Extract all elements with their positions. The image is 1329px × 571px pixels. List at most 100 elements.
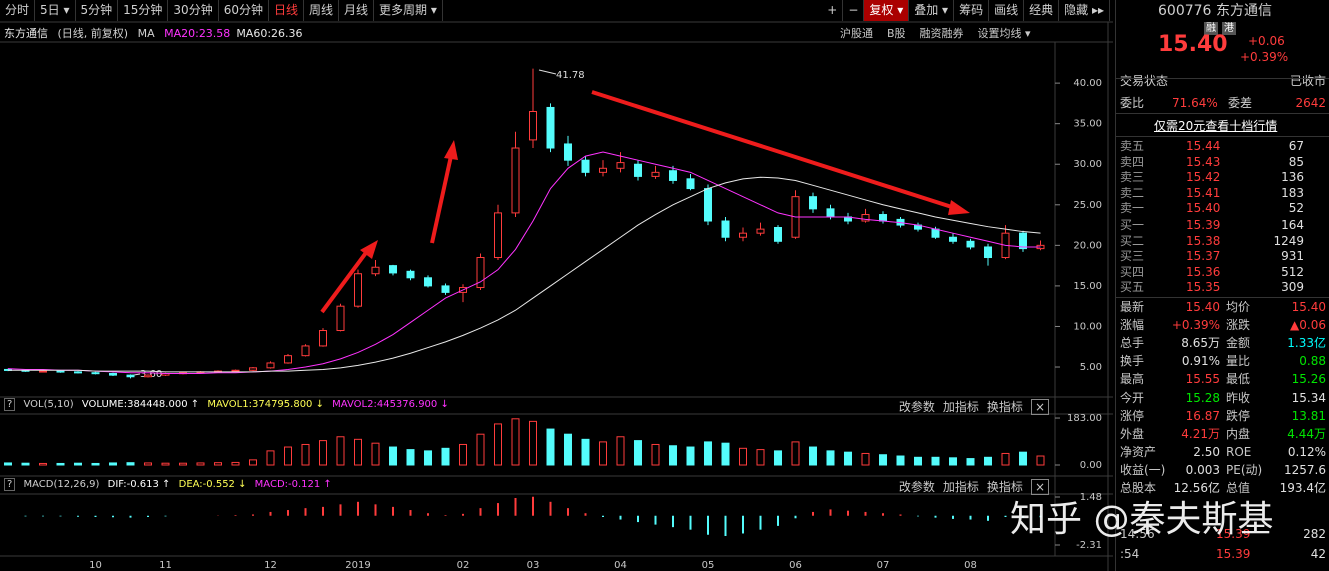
toolbar-button[interactable]: 分时: [0, 0, 36, 21]
stat-value: 15.55: [1185, 372, 1220, 387]
price: 15.36: [1186, 264, 1221, 279]
panel-close[interactable]: ×: [1030, 479, 1049, 495]
candle-body: [336, 305, 345, 332]
toolbar-button[interactable]: +: [822, 0, 844, 21]
toolbar-button[interactable]: 叠加 ▾: [909, 0, 955, 21]
toolbar-button[interactable]: 周线: [304, 0, 340, 21]
candle-body: [581, 159, 590, 173]
annotation-leader: [538, 69, 557, 75]
ma-label: MA: [137, 27, 155, 40]
toolbar-button[interactable]: 复权 ▾: [864, 0, 910, 21]
toolbar-button[interactable]: 5日 ▾: [35, 0, 76, 21]
order-row: 卖四 15.43 85: [1116, 155, 1329, 170]
panel-button[interactable]: 换指标: [986, 400, 1023, 414]
tick-cell: 42: [1310, 547, 1326, 561]
volume-title: VOL(5,10): [23, 399, 74, 410]
change-pct: +0.39%: [1240, 50, 1289, 64]
panel-close[interactable]: ×: [1030, 399, 1049, 415]
value: 已收市: [1289, 74, 1326, 88]
macd-buttons: 改参数 加指标 换指标 ×: [891, 478, 1049, 495]
y-tick-label: 40.00: [1073, 78, 1102, 89]
volume-bar: [634, 440, 642, 466]
candle-body: [406, 270, 415, 279]
chart-link[interactable]: 设置均线 ▾: [977, 27, 1031, 40]
stat-value: 0.88: [1299, 354, 1326, 369]
panel-button[interactable]: 换指标: [986, 480, 1023, 494]
status-row: 交易状态 已收市: [1116, 72, 1329, 90]
chart-link[interactable]: 融资融券: [919, 27, 964, 40]
toolbar-button[interactable]: 30分钟: [168, 0, 219, 21]
promo-row: 仅需20元查看十档行情: [1116, 117, 1329, 135]
toolbar-button[interactable]: 筹码: [954, 0, 990, 21]
panel-button[interactable]: 改参数: [898, 480, 935, 494]
order-row: 卖三 15.42 136: [1116, 170, 1329, 185]
panel-button[interactable]: 加指标: [942, 480, 979, 494]
divider: [1116, 297, 1329, 298]
candle-body: [651, 171, 660, 177]
toolbar-button[interactable]: 月线: [339, 0, 375, 21]
volume-bar: [441, 447, 450, 466]
toolbar-button[interactable]: 日线: [269, 0, 304, 21]
stat-value: 193.4亿: [1279, 481, 1326, 495]
toolbar-left: 分时 5日 ▾ 5分钟 15分钟 30分钟 60分钟 日线 周线 月线 更多周期 ▾: [0, 0, 443, 22]
volume-bar: [179, 462, 187, 466]
stock-name: 东方通信: [4, 27, 48, 40]
toolbar-button[interactable]: 15分钟: [118, 0, 169, 21]
stat-row: 外盘 4.21万 内盘 4.44万: [1116, 425, 1329, 443]
stat-label: 最低: [1226, 372, 1251, 387]
stat-label: 最高: [1120, 372, 1145, 387]
candle-body: [1019, 232, 1027, 250]
volume: 931: [1281, 249, 1304, 264]
candle-body: [739, 232, 747, 238]
tick-row: :54 15.39 42: [1116, 545, 1329, 563]
toolbar-button[interactable]: 经典: [1024, 0, 1060, 21]
volume-bar: [529, 420, 537, 466]
price: 15.41: [1186, 185, 1221, 200]
panel-button[interactable]: 加指标: [942, 400, 979, 414]
stat-value: 15.26: [1291, 372, 1326, 387]
help-icon[interactable]: ?: [4, 398, 16, 411]
candle-body: [389, 265, 397, 274]
volume-bar: [336, 436, 345, 466]
stat-label: 均价: [1226, 300, 1251, 314]
candle-body: [476, 257, 485, 289]
volume-bar: [809, 446, 817, 466]
volume-bar: [774, 450, 782, 466]
candle-body: [424, 277, 432, 287]
volume-bar: [721, 442, 730, 466]
label: 买二: [1120, 233, 1145, 248]
stat-label: 最新: [1120, 300, 1145, 314]
ratio-row: 委比 71.64% 委差 2642: [1116, 94, 1329, 112]
stat-label: 跌停: [1226, 408, 1251, 423]
promo-link[interactable]: 仅需20元查看十档行情: [1154, 119, 1278, 133]
chart-link[interactable]: 沪股通: [840, 27, 873, 40]
toolbar-button[interactable]: 隐藏 ▸▸: [1059, 0, 1110, 21]
help-icon[interactable]: ?: [4, 478, 16, 491]
stat-label: 量比: [1226, 354, 1251, 369]
toolbar-button[interactable]: 60分钟: [219, 0, 269, 21]
candle-body: [826, 208, 835, 218]
volume-bar: [581, 438, 590, 466]
volume-bar: [826, 450, 835, 466]
stat-row: 总股本 12.56亿 总值 193.4亿: [1116, 479, 1329, 497]
divider: [1116, 78, 1329, 79]
toolbar-button[interactable]: −: [843, 0, 865, 21]
volume: 52: [1288, 201, 1304, 216]
chart-link[interactable]: B股: [887, 27, 906, 40]
volume-bar: [476, 433, 485, 466]
candle-body: [144, 374, 152, 378]
y-tick-label: 1.48: [1080, 492, 1102, 503]
stat-label: 总值: [1226, 481, 1251, 495]
volume-bar: [126, 462, 135, 466]
ma-legend-item: MA20:23.58: [164, 27, 231, 40]
toolbar-button[interactable]: 画线: [989, 0, 1025, 21]
order-row: 卖二 15.41 183: [1116, 186, 1329, 201]
toolbar-button[interactable]: 更多周期 ▾: [374, 0, 443, 21]
x-tick-label: 03: [527, 560, 540, 571]
panel-button[interactable]: 改参数: [898, 400, 935, 414]
volume-bar: [616, 436, 625, 466]
stat-value: 0.12%: [1287, 444, 1326, 459]
volume: 309: [1281, 280, 1304, 295]
stat-value: 13.81: [1291, 408, 1326, 423]
toolbar-button[interactable]: 5分钟: [76, 0, 119, 21]
